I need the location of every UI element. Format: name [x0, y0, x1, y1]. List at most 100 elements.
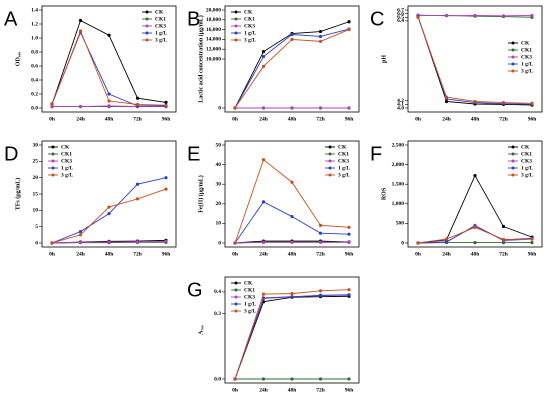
data-point [164, 104, 167, 107]
data-point [530, 14, 533, 17]
y-tick-label: 10 [33, 208, 39, 214]
x-tick-label: 72h [316, 251, 325, 257]
legend-label: CK [155, 9, 164, 15]
x-tick-label: 72h [133, 251, 142, 257]
data-point [347, 288, 350, 291]
legend-marker [52, 167, 55, 170]
legend-label: CK1 [244, 16, 255, 22]
data-point [319, 224, 322, 227]
legend-marker [329, 174, 332, 177]
x-tick-label: 24h [442, 116, 451, 122]
series-line [52, 178, 166, 243]
data-point [262, 200, 265, 203]
legend-marker [329, 167, 332, 170]
data-point [319, 377, 322, 380]
x-tick-label: 24h [259, 116, 268, 122]
legend-marker [235, 282, 238, 285]
x-tick-label: 0h [415, 251, 421, 257]
data-point [233, 377, 236, 380]
legend-marker [146, 18, 149, 21]
data-point [530, 237, 533, 240]
data-point [262, 241, 265, 244]
data-point [347, 226, 350, 229]
data-point [290, 292, 293, 295]
y-tick-label: 0.4 [214, 289, 221, 295]
y-tick-label: 5 [35, 224, 38, 230]
legend-label: CK1 [155, 16, 166, 22]
series-line [418, 17, 532, 103]
y-tick-label: 2,500 [392, 142, 405, 148]
x-tick-label: 0h [232, 387, 238, 393]
x-tick-label: 24h [259, 251, 268, 257]
data-point [262, 55, 265, 58]
legend-label: CK [61, 144, 70, 150]
legend-marker [235, 303, 238, 306]
y-tick-label: 12,000 [206, 46, 221, 52]
legend-marker [235, 18, 238, 21]
legend-label: 1 g/L [521, 61, 533, 67]
data-point [473, 241, 476, 244]
legend-label: CK [244, 9, 253, 15]
data-point [502, 14, 505, 17]
data-point [445, 96, 448, 99]
data-point [107, 34, 110, 37]
data-point [319, 232, 322, 235]
series-line [52, 189, 166, 243]
x-tick-label: 48h [471, 251, 480, 257]
data-point [530, 102, 533, 105]
legend-marker [512, 63, 515, 66]
series-line [418, 227, 532, 243]
legend-label: CK3 [521, 54, 532, 60]
legend-marker [235, 11, 238, 14]
data-point [164, 176, 167, 179]
data-point [290, 215, 293, 218]
y-tick-label: 20 [216, 201, 222, 207]
data-point [107, 99, 110, 102]
x-tick-label: 0h [415, 116, 421, 122]
legend-label: 1 g/L [338, 165, 350, 171]
legend-marker [52, 153, 55, 156]
legend-marker [512, 49, 515, 52]
data-point [262, 106, 265, 109]
data-point [136, 197, 139, 200]
legend-label: CK3 [338, 158, 349, 164]
data-point [347, 106, 350, 109]
data-point [347, 377, 350, 380]
y-axis-title: TFs (μg/mL) [14, 178, 21, 211]
legend-label: 1 g/L [521, 165, 533, 171]
data-point [290, 295, 293, 298]
legend-label: 1 g/L [155, 30, 167, 36]
data-point [164, 101, 167, 104]
y-tick-label: 30 [216, 181, 222, 187]
legend-marker [146, 39, 149, 42]
y-axis-title: Fe(II) (μg/mL) [197, 175, 204, 213]
y-tick-label: 20 [33, 175, 39, 181]
data-point [347, 20, 350, 23]
data-point [290, 38, 293, 41]
series-line [418, 176, 532, 243]
data-point [445, 240, 448, 243]
data-point [79, 230, 82, 233]
y-tick-label: 1.2 [31, 21, 38, 27]
data-point [107, 240, 110, 243]
legend-label: CK [521, 40, 530, 46]
x-tick-label: 72h [316, 116, 325, 122]
x-tick-label: 72h [316, 387, 325, 393]
y-tick-label: 14,000 [206, 37, 221, 43]
y-tick-label: 20,000 [206, 7, 221, 13]
data-point [445, 237, 448, 240]
data-point [50, 241, 53, 244]
legend-marker [146, 11, 149, 14]
legend-marker [235, 310, 238, 313]
x-tick-label: 96h [345, 116, 354, 122]
legend-label: CK3 [61, 158, 72, 164]
legend-label: 1 g/L [244, 30, 256, 36]
panel-letter: A [4, 8, 18, 30]
y-tick-label: 15 [33, 191, 39, 197]
data-point [347, 28, 350, 31]
x-tick-label: 72h [133, 116, 142, 122]
panel-letter: G [187, 279, 203, 301]
y-tick-label: 0.6 [31, 63, 38, 69]
legend-label: CK3 [521, 158, 532, 164]
legend-marker [512, 160, 515, 163]
